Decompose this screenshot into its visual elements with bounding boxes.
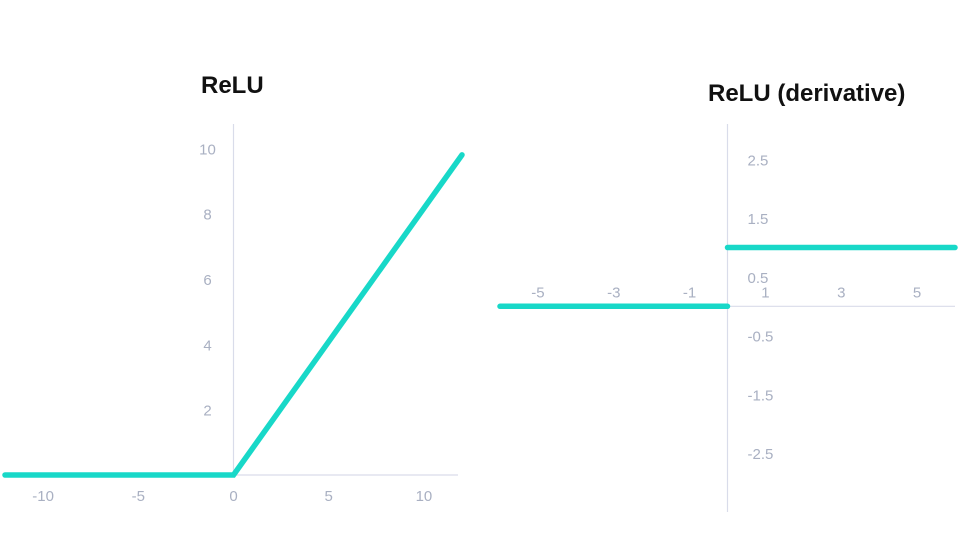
y-tick-label-0-0: 2	[203, 403, 211, 420]
x-tick-label-1-0: -5	[531, 284, 544, 301]
relu-chart-title: ReLU	[201, 72, 264, 99]
y-tick-label-0-1: 4	[203, 337, 211, 354]
relu-derivative-chart-title: ReLU (derivative)	[708, 80, 906, 107]
x-tick-label-0-2: 0	[229, 488, 237, 505]
x-tick-label-1-2: -1	[683, 284, 696, 301]
y-tick-label-1-2: 0.5	[748, 270, 769, 287]
x-tick-label-0-3: 5	[325, 488, 333, 505]
y-tick-label-0-2: 6	[203, 272, 211, 289]
y-tick-label-1-1: 1.5	[748, 211, 769, 228]
y-tick-label-1-0: 2.5	[748, 152, 769, 169]
x-tick-label-0-4: 10	[416, 488, 433, 505]
x-tick-label-1-4: 3	[837, 284, 845, 301]
series-line-0-0	[2, 152, 465, 478]
x-tick-label-1-5: 5	[913, 284, 921, 301]
y-tick-label-0-3: 8	[203, 207, 211, 224]
x-tick-label-0-1: -5	[132, 488, 145, 505]
y-tick-label-0-4: 10	[199, 141, 216, 158]
y-tick-label-1-4: -1.5	[748, 387, 774, 404]
x-tick-label-0-0: -10	[32, 488, 54, 505]
x-tick-label-1-1: -3	[607, 284, 620, 301]
y-tick-label-1-3: -0.5	[748, 329, 774, 346]
x-tick-label-1-3: 1	[761, 284, 769, 301]
y-tick-label-1-5: -2.5	[748, 446, 774, 463]
